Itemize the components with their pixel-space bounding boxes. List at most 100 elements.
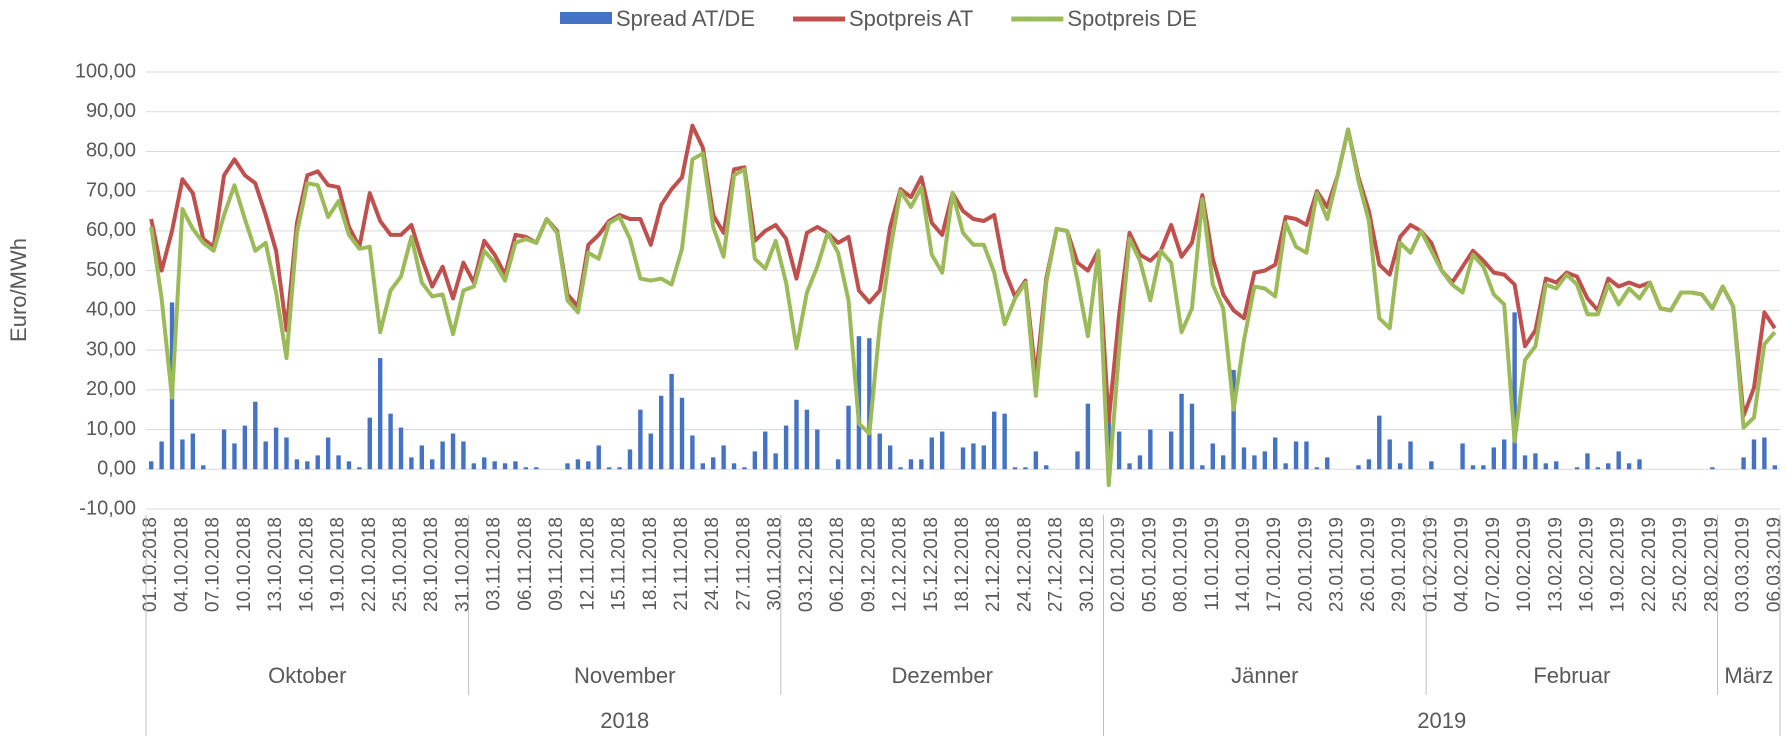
x-tick-label: 24.12.2018 — [1014, 517, 1035, 612]
x-tick-label: 28.02.2019 — [1701, 517, 1722, 612]
bar — [377, 358, 383, 470]
month-label: Jänner — [1231, 663, 1298, 688]
bar — [815, 429, 820, 470]
bar — [1481, 465, 1486, 470]
x-tick-label: 20.01.2019 — [1295, 517, 1316, 612]
bar — [149, 461, 154, 470]
month-label: Februar — [1533, 663, 1610, 688]
x-tick-label: 13.10.2018 — [265, 517, 286, 612]
x-tick-label: 12.11.2018 — [577, 517, 598, 611]
x-tick-label: 18.12.2018 — [952, 517, 973, 612]
y-tick-label: 0,00 — [97, 458, 136, 480]
bar — [742, 467, 747, 470]
month-label: November — [574, 663, 675, 688]
bar — [1772, 465, 1777, 470]
x-tick-label: 15.12.2018 — [921, 517, 942, 612]
bar — [1366, 459, 1372, 470]
y-tick-label: 50,00 — [86, 259, 136, 281]
x-tick-label: 03.12.2018 — [796, 517, 817, 612]
bar — [1075, 451, 1080, 470]
bar — [648, 433, 653, 470]
bar — [846, 405, 851, 470]
x-tick-label: 06.03.2019 — [1764, 517, 1785, 612]
bar — [1470, 465, 1476, 470]
bar — [1491, 447, 1496, 470]
bar — [1356, 465, 1361, 470]
bar — [658, 395, 664, 470]
bar — [939, 431, 945, 470]
bar — [773, 453, 778, 470]
year-label: 2019 — [1417, 708, 1466, 733]
x-tick-label: 09.12.2018 — [858, 517, 879, 612]
bar — [273, 427, 279, 470]
bar — [1387, 439, 1392, 470]
bar — [1304, 441, 1309, 470]
bar — [1231, 369, 1236, 470]
bar — [1762, 437, 1767, 470]
bar — [835, 459, 841, 470]
bar — [565, 463, 570, 470]
bar — [1106, 405, 1111, 470]
x-tick-label: 25.02.2019 — [1670, 517, 1691, 612]
line-series — [149, 123, 1777, 424]
bar — [669, 373, 674, 470]
y-axis-title: Euro/MWh — [6, 238, 31, 342]
bar — [1574, 467, 1580, 470]
bar — [409, 457, 414, 470]
bar — [450, 433, 456, 470]
bar — [419, 445, 425, 470]
bar — [1408, 441, 1413, 470]
month-label: Dezember — [891, 663, 992, 688]
bar — [513, 461, 518, 470]
bar — [367, 417, 372, 470]
x-tick-label: 03.03.2019 — [1733, 517, 1754, 612]
x-tick-label: 02.01.2019 — [1108, 517, 1129, 612]
bar — [1616, 451, 1621, 470]
bar — [1554, 461, 1559, 470]
x-tick-label: 04.10.2018 — [171, 517, 192, 612]
bar — [471, 463, 477, 470]
legend-swatch — [560, 12, 612, 24]
x-tick-label: 08.01.2019 — [1171, 517, 1192, 612]
x-tick-label: 30.12.2018 — [1077, 517, 1098, 612]
bar — [908, 459, 914, 470]
x-tick-label: 24.11.2018 — [702, 517, 723, 611]
x-tick-label: 06.11.2018 — [515, 517, 536, 611]
x-tick-label: 25.10.2018 — [390, 517, 411, 612]
bar — [1710, 467, 1715, 470]
bar — [357, 467, 362, 470]
y-tick-label: 70,00 — [86, 179, 136, 201]
bar — [1429, 461, 1434, 470]
x-tick-label: 17.01.2019 — [1264, 517, 1285, 612]
x-tick-label: 01.10.2018 — [140, 517, 161, 612]
bar — [1533, 453, 1538, 470]
bar — [294, 459, 300, 470]
x-tick-label: 07.02.2019 — [1483, 517, 1504, 612]
bar — [1137, 455, 1143, 470]
x-tick-label: 27.11.2018 — [733, 517, 754, 611]
bar — [992, 411, 997, 470]
bar — [1210, 443, 1215, 470]
bar — [1002, 413, 1007, 470]
x-tick-label: 11.01.2019 — [1202, 517, 1223, 611]
bar — [783, 425, 789, 470]
bar — [305, 461, 310, 470]
year-label: 2018 — [600, 708, 649, 733]
bar — [1595, 467, 1601, 470]
bar — [1377, 415, 1382, 470]
x-tick-label: 15.11.2018 — [609, 517, 630, 611]
bar — [502, 463, 508, 470]
x-tick-label: 22.10.2018 — [359, 517, 380, 612]
bar — [253, 401, 258, 470]
bar — [190, 433, 196, 470]
bar — [1543, 463, 1549, 470]
bar — [1200, 465, 1205, 470]
x-tick-label: 07.10.2018 — [203, 517, 224, 612]
y-tick-label: 20,00 — [86, 378, 136, 400]
y-tick-label: 60,00 — [86, 219, 136, 241]
bar — [960, 447, 966, 470]
x-tick-label: 31.10.2018 — [452, 517, 473, 612]
bar — [1741, 457, 1746, 470]
bar — [1189, 403, 1195, 470]
bar — [201, 465, 206, 470]
